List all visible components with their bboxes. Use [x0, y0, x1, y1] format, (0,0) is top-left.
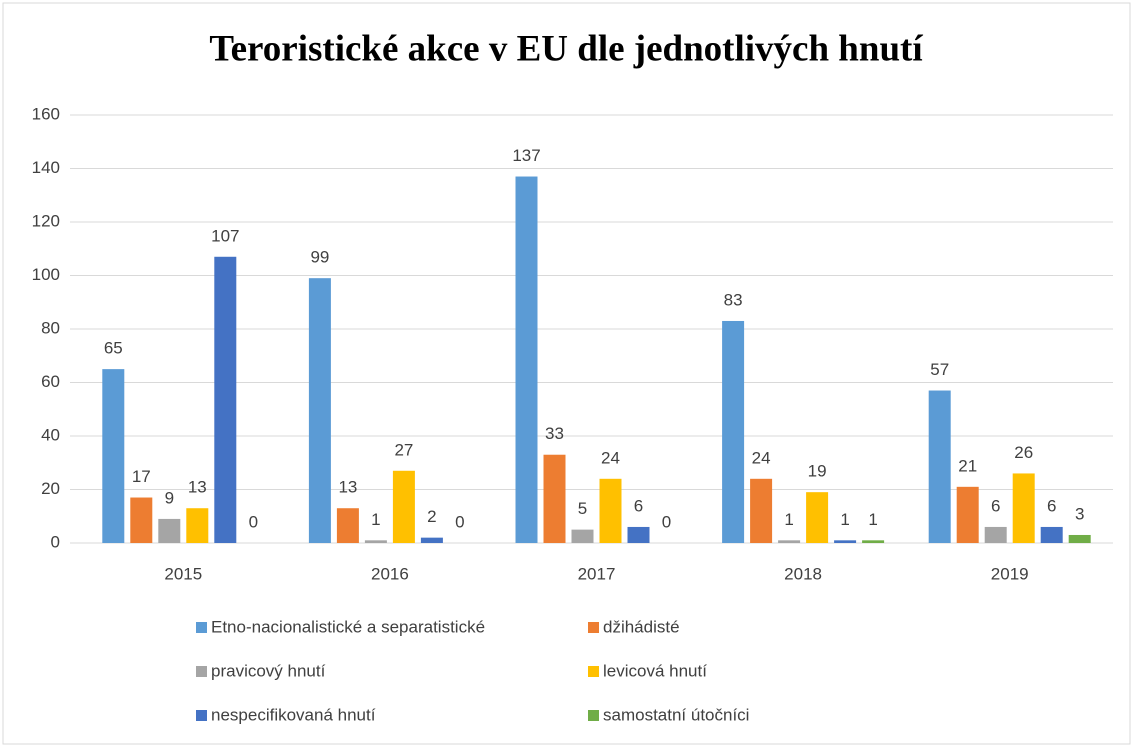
y-tick-label: 120: [32, 211, 60, 230]
bar: [214, 256, 237, 543]
data-label: 6: [1047, 496, 1056, 515]
data-label: 0: [249, 512, 258, 531]
legend-label: Etno-nacionalistické a separatistické: [211, 617, 485, 636]
data-label: 26: [1014, 443, 1033, 462]
chart-title: Teroristické akce v EU dle jednotlivých …: [209, 28, 923, 69]
data-label: 83: [724, 290, 743, 309]
bar: [750, 478, 773, 543]
legend-label: džihádisté: [603, 617, 680, 636]
bar: [928, 390, 951, 543]
legend-label: nespecifikovaná hnutí: [211, 705, 376, 724]
bar: [308, 278, 331, 543]
x-tick-label: 2015: [164, 564, 202, 583]
y-tick-label: 100: [32, 265, 60, 284]
bar: [1068, 534, 1091, 543]
data-label: 3: [1075, 504, 1084, 523]
legend-swatch: [196, 622, 207, 633]
data-label: 0: [662, 512, 671, 531]
legend-swatch: [588, 622, 599, 633]
data-label: 137: [512, 146, 540, 165]
bar: [420, 537, 443, 543]
bar: [158, 518, 181, 543]
data-label: 1: [784, 510, 793, 529]
bar: [627, 526, 650, 543]
bar: [130, 497, 153, 543]
y-tick-label: 140: [32, 158, 60, 177]
bar: [862, 540, 885, 543]
bar: [1040, 526, 1063, 543]
data-label: 65: [104, 339, 123, 358]
data-label: 57: [930, 360, 949, 379]
data-label: 1: [840, 510, 849, 529]
bar: [599, 478, 622, 543]
x-tick-label: 2019: [991, 564, 1029, 583]
legend-label: samostatní útočníci: [603, 705, 749, 724]
data-label: 24: [601, 448, 620, 467]
data-label: 9: [165, 488, 174, 507]
bar: [515, 176, 538, 543]
data-label: 2: [427, 507, 436, 526]
data-label: 33: [545, 424, 564, 443]
bar: [364, 540, 387, 543]
bar: [392, 470, 415, 543]
data-label: 19: [808, 462, 827, 481]
bar: [1012, 473, 1035, 543]
bar: [806, 492, 829, 543]
y-tick-label: 60: [41, 372, 60, 391]
data-label: 24: [752, 448, 771, 467]
bar: [102, 369, 125, 543]
data-label: 13: [338, 478, 357, 497]
bar: [571, 529, 594, 543]
data-label: 21: [958, 456, 977, 475]
legend-swatch: [588, 666, 599, 677]
data-label: 0: [455, 512, 464, 531]
legend-swatch: [588, 710, 599, 721]
bar: [722, 320, 745, 543]
y-tick-label: 80: [41, 318, 60, 337]
data-label: 99: [310, 248, 329, 267]
legend-label: levicová hnutí: [603, 661, 707, 680]
bar: [543, 454, 566, 543]
bar: [834, 540, 857, 543]
x-tick-label: 2016: [371, 564, 409, 583]
legend-swatch: [196, 666, 207, 677]
y-tick-label: 40: [41, 425, 60, 444]
data-label: 13: [188, 478, 207, 497]
data-label: 27: [394, 440, 413, 459]
bar: [984, 526, 1007, 543]
data-label: 107: [211, 226, 239, 245]
y-tick-label: 160: [32, 104, 60, 123]
bar: [956, 486, 979, 543]
data-label: 1: [868, 510, 877, 529]
data-label: 6: [634, 496, 643, 515]
data-label: 5: [578, 499, 587, 518]
bar: [186, 508, 209, 543]
y-tick-label: 20: [41, 479, 60, 498]
legend-swatch: [196, 710, 207, 721]
x-tick-label: 2018: [784, 564, 822, 583]
data-label: 17: [132, 467, 151, 486]
data-label: 1: [371, 510, 380, 529]
x-tick-label: 2017: [578, 564, 616, 583]
data-label: 6: [991, 496, 1000, 515]
bar: [778, 540, 801, 543]
legend-label: pravicový hnutí: [211, 661, 326, 680]
bar: [336, 508, 359, 543]
y-tick-label: 0: [51, 532, 60, 551]
